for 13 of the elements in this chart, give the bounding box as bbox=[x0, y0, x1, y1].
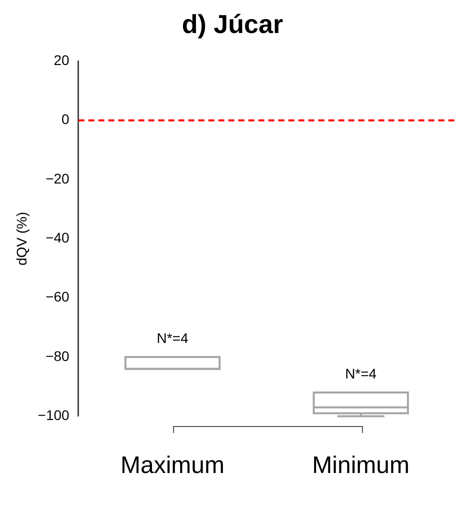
annotation: N*=4 bbox=[156, 330, 188, 346]
annotation: N*=4 bbox=[345, 365, 377, 382]
y-tick-label: 20 bbox=[54, 52, 70, 68]
y-tick-label: −20 bbox=[46, 170, 70, 186]
y-tick-label: 0 bbox=[62, 111, 70, 128]
y-axis-title: dQV (%) bbox=[13, 212, 30, 266]
y-tick-label: −40 bbox=[46, 230, 70, 246]
chart-title: d) Júcar bbox=[182, 8, 284, 39]
y-tick-label: −60 bbox=[46, 288, 70, 305]
x-tick-label: Minimum bbox=[312, 452, 410, 480]
y-tick-label: −100 bbox=[38, 407, 70, 424]
x-tick-label: Maximum bbox=[120, 452, 225, 480]
y-tick-label: −80 bbox=[46, 348, 70, 364]
